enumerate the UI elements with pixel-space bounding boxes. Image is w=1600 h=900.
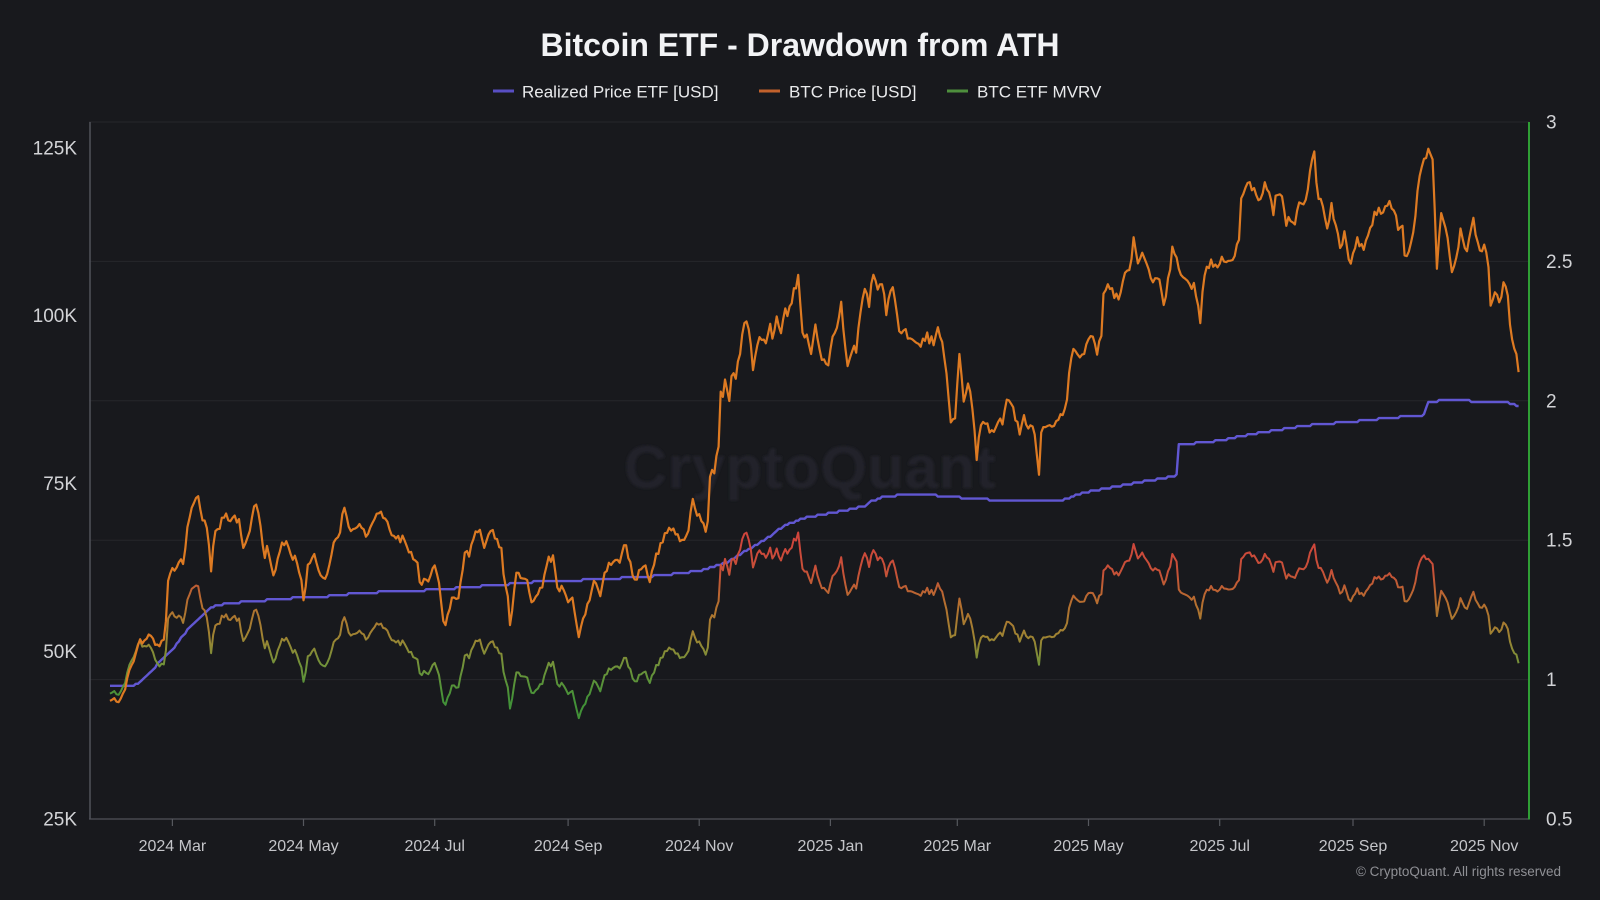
svg-text:2024 Nov: 2024 Nov (665, 838, 734, 855)
svg-text:2.5: 2.5 (1546, 252, 1572, 273)
svg-text:2025 Jan: 2025 Jan (797, 838, 863, 855)
svg-text:2024 Sep: 2024 Sep (534, 838, 603, 855)
svg-text:2025 May: 2025 May (1053, 838, 1123, 855)
svg-text:25K: 25K (43, 810, 77, 831)
svg-text:2025 Nov: 2025 Nov (1450, 838, 1519, 855)
svg-text:2: 2 (1546, 391, 1557, 412)
svg-text:125K: 125K (33, 139, 78, 160)
svg-text:2024 Jul: 2024 Jul (404, 838, 465, 855)
svg-text:Realized Price ETF [USD]: Realized Price ETF [USD] (522, 83, 719, 102)
svg-text:BTC ETF MVRV: BTC ETF MVRV (977, 83, 1102, 102)
svg-text:2025 Sep: 2025 Sep (1319, 838, 1388, 855)
svg-text:50K: 50K (43, 642, 77, 663)
svg-text:75K: 75K (43, 474, 77, 495)
svg-text:2025 Mar: 2025 Mar (924, 838, 992, 855)
svg-text:1: 1 (1546, 670, 1557, 691)
svg-text:2024 Mar: 2024 Mar (139, 838, 207, 855)
svg-text:0.5: 0.5 (1546, 810, 1572, 831)
svg-text:1.5: 1.5 (1546, 531, 1572, 552)
svg-text:3: 3 (1546, 113, 1557, 134)
svg-text:© CryptoQuant. All rights rese: © CryptoQuant. All rights reserved (1356, 864, 1561, 879)
svg-text:2025 Jul: 2025 Jul (1189, 838, 1250, 855)
svg-text:Bitcoin ETF - Drawdown from AT: Bitcoin ETF - Drawdown from ATH (540, 27, 1059, 63)
svg-text:CryptoQuant: CryptoQuant (624, 434, 996, 501)
svg-text:100K: 100K (33, 306, 78, 327)
svg-text:2024 May: 2024 May (268, 838, 338, 855)
svg-text:BTC Price [USD]: BTC Price [USD] (789, 83, 917, 102)
